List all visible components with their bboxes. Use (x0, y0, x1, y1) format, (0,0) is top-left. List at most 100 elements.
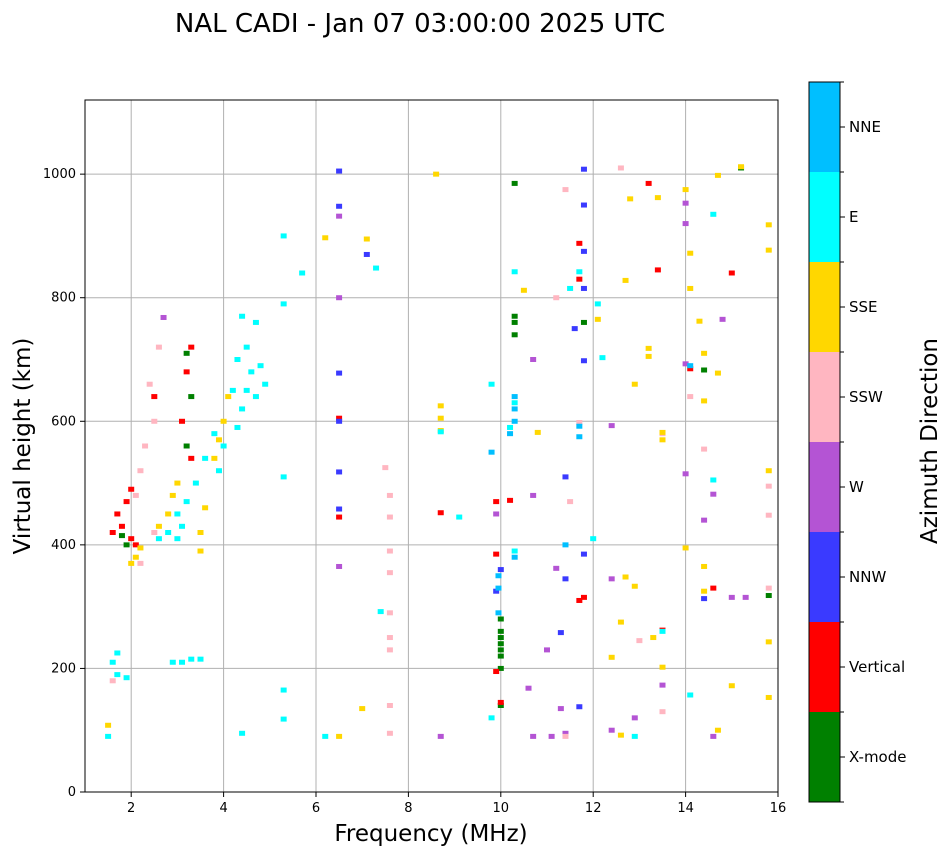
data-point-e (243, 387, 250, 393)
data-point-sse (215, 437, 222, 443)
data-point-nnw (580, 358, 587, 364)
data-point-x-mode (497, 665, 504, 671)
data-point-sse (105, 722, 112, 728)
data-point-nne (507, 431, 514, 437)
colorbar-segment (809, 442, 840, 532)
data-point-e (373, 265, 380, 271)
data-point-sse (765, 694, 772, 700)
data-point-e (710, 211, 717, 217)
data-point-sse (165, 511, 172, 517)
data-point-w (336, 295, 343, 301)
data-point-sse (765, 247, 772, 253)
data-point-w (631, 715, 638, 721)
colorbar-tick-label: SSE (849, 298, 878, 316)
data-point-x-mode (497, 628, 504, 634)
data-point-sse (682, 545, 689, 551)
data-point-ssw (386, 730, 393, 736)
data-point-sse (137, 545, 144, 551)
data-point-x-mode (188, 394, 195, 400)
data-point-w (742, 594, 749, 600)
data-point-sse (211, 455, 218, 461)
y-tick-label: 200 (51, 661, 76, 676)
data-point-sse (202, 505, 209, 511)
data-point-e (174, 536, 181, 542)
data-points (105, 164, 772, 739)
data-point-vertical (183, 369, 190, 375)
data-point-e (179, 523, 186, 529)
colorbar-tick-label: NNE (849, 118, 881, 136)
data-point-sse (220, 418, 227, 424)
data-point-ssw (137, 468, 144, 474)
data-point-ssw (386, 647, 393, 653)
data-point-sse (687, 285, 694, 291)
data-point-e (590, 536, 597, 542)
data-point-ssw (765, 483, 772, 489)
data-point-vertical (580, 594, 587, 600)
data-point-x-mode (183, 443, 190, 449)
data-point-nne (562, 542, 569, 548)
data-point-ssw (562, 733, 569, 739)
data-point-vertical (188, 455, 195, 461)
data-point-vertical (576, 276, 583, 282)
data-point-w (437, 733, 444, 739)
data-point-e (511, 548, 518, 554)
data-point-e (262, 381, 269, 387)
data-point-ssw (576, 420, 583, 426)
data-point-sse (714, 172, 721, 178)
data-point-e (192, 480, 199, 486)
data-point-e (169, 659, 176, 665)
data-point-e (599, 355, 606, 361)
data-point-e (179, 659, 186, 665)
data-point-nnw (497, 567, 504, 573)
data-point-sse (608, 654, 615, 660)
data-point-ssw (562, 187, 569, 193)
data-point-e (174, 511, 181, 517)
chart-title: NAL CADI - Jan 07 03:00:00 2025 UTC (175, 9, 665, 39)
data-point-ssw (137, 560, 144, 566)
data-point-e (215, 468, 222, 474)
data-point-e (257, 363, 264, 369)
data-point-ssw (151, 418, 158, 424)
data-point-sse (128, 560, 135, 566)
data-point-e (239, 313, 246, 319)
data-point-ssw (132, 492, 139, 498)
data-point-vertical (493, 669, 500, 675)
data-point-ssw (146, 381, 153, 387)
data-point-x-mode (701, 367, 708, 373)
data-point-ssw (553, 295, 560, 301)
data-point-vertical (507, 497, 514, 503)
data-point-nnw (336, 418, 343, 424)
data-point-sse (659, 429, 666, 435)
data-point-ssw (109, 678, 116, 684)
data-point-sse (701, 588, 708, 594)
data-point-sse (765, 639, 772, 645)
y-tick-label: 400 (51, 538, 76, 553)
data-point-sse (645, 345, 652, 351)
data-point-w (719, 316, 726, 322)
data-point-sse (225, 394, 232, 400)
data-point-e (165, 530, 172, 535)
data-point-sse (437, 403, 444, 409)
data-point-sse (336, 733, 343, 739)
data-point-nne (511, 554, 518, 560)
data-point-vertical (493, 551, 500, 557)
data-point-x-mode (511, 319, 518, 325)
data-point-e (507, 424, 514, 430)
colorbar-tick-label: E (849, 208, 858, 226)
data-point-w (160, 314, 167, 320)
data-point-e (377, 609, 384, 615)
data-point-ssw (701, 446, 708, 452)
data-point-nnw (336, 370, 343, 376)
data-point-sse (728, 683, 735, 689)
data-point-w (682, 361, 689, 367)
data-point-e (511, 400, 518, 406)
data-point-vertical (497, 699, 504, 705)
colorbar-segment (809, 352, 840, 442)
data-point-e (243, 344, 250, 350)
data-point-ssw (386, 548, 393, 554)
data-point-vertical (645, 180, 652, 186)
data-point-e (488, 715, 495, 721)
colorbar-segment (809, 172, 840, 262)
data-point-nne (687, 363, 694, 369)
data-point-nnw (580, 202, 587, 208)
